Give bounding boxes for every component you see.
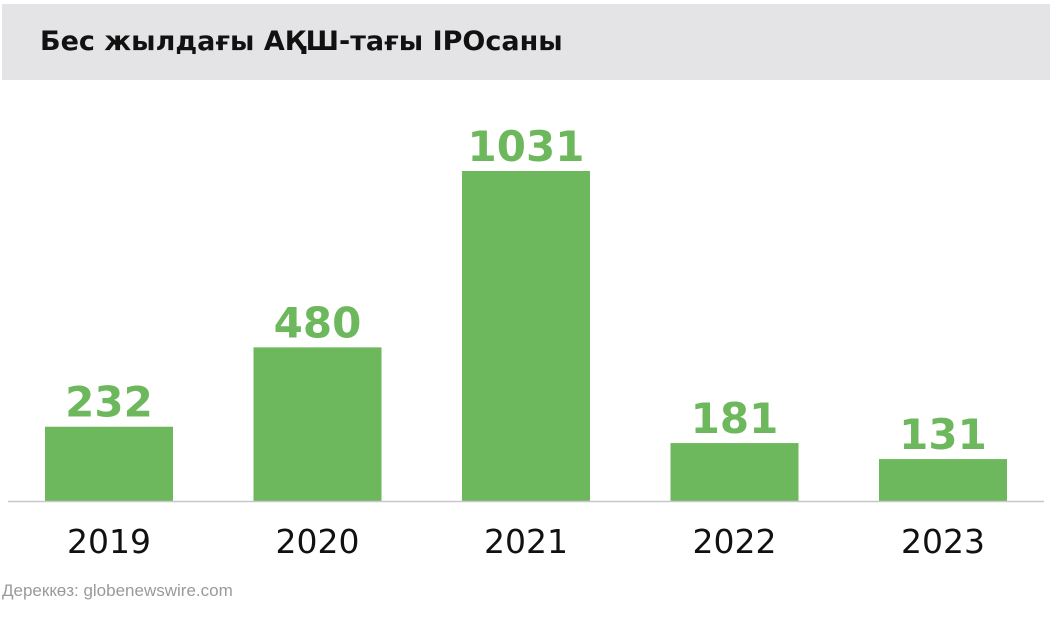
source-note: Дереккөз: globenewswire.com [2,581,233,600]
data-label-2023: 131 [899,410,987,459]
bars-group [45,171,1007,501]
data-label-2022: 181 [691,394,779,443]
data-label-2020: 480 [274,298,362,347]
x-tick-label-2023: 2023 [901,522,985,561]
bar-2019 [45,426,173,501]
x-tick-label-2019: 2019 [67,522,151,561]
x-tick-label-2022: 2022 [693,522,777,561]
x-tick-label-2020: 2020 [276,522,360,561]
bar-2022 [670,443,799,501]
bar-2023 [879,459,1007,501]
x-tick-labels: 2019 2020 2021 2022 2023 [67,522,985,561]
data-label-2019: 232 [65,378,153,427]
bar-2020 [253,347,382,501]
x-tick-label-2021: 2021 [484,522,568,561]
bar-2021 [462,171,590,501]
data-labels: 232 480 1031 181 131 [65,122,987,459]
data-label-2021: 1031 [468,122,585,171]
chart-title: Бес жылдағы АҚШ-тағы IPOсаны [40,26,563,57]
title-bar: Бес жылдағы АҚШ-тағы IPOсаны [2,4,1050,80]
